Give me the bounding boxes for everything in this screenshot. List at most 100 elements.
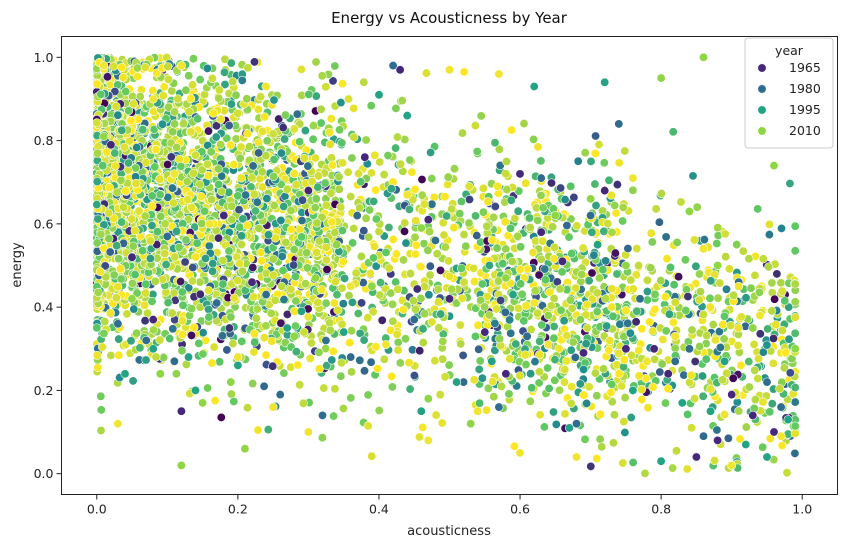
scatter-point-2797: [618, 216, 628, 226]
scatter-point-2173: [611, 208, 621, 218]
scatter-point-4767: [259, 333, 269, 343]
scatter-point-1732: [195, 75, 205, 85]
scatter-point-3806: [427, 317, 437, 327]
scatter-point-3217: [584, 276, 594, 286]
scatter-point-3877: [668, 127, 678, 137]
scatter-point-238: [790, 246, 800, 256]
scatter-point-2571: [204, 241, 214, 251]
scatter-point-4885: [160, 249, 170, 258]
scatter-point-4766: [513, 231, 523, 241]
scatter-point-4966: [147, 191, 157, 201]
scatter-point-1579: [686, 370, 696, 380]
scatter-point-3918: [92, 323, 102, 333]
scatter-point-2422: [538, 236, 548, 246]
scatter-point-4557: [291, 321, 300, 331]
scatter-point-4968: [202, 159, 212, 169]
scatter-point-3188: [366, 357, 376, 367]
scatter-point-527: [471, 331, 480, 341]
scatter-point-4860: [289, 260, 299, 270]
scatter-point-3187: [474, 344, 484, 354]
scatter-point-792: [614, 158, 624, 168]
scatter-point-654: [586, 156, 596, 166]
scatter-point-3714: [133, 72, 143, 81]
scatter-point-2219: [229, 397, 239, 406]
scatter-point-4843: [233, 191, 243, 201]
scatter-point-1177: [96, 405, 106, 415]
scatter-point-1224: [337, 283, 347, 293]
scatter-point-4260: [647, 237, 657, 247]
scatter-point-4268: [702, 331, 712, 341]
scatter-point-1960: [309, 121, 318, 131]
scatter-point-3061: [674, 272, 684, 282]
scatter-point-4390: [170, 107, 179, 117]
scatter-point-3765: [434, 323, 444, 333]
scatter-point-4838: [249, 189, 259, 199]
scatter-point-3973: [646, 263, 656, 273]
scatter-point-3083: [383, 151, 393, 160]
scatter-point-4545: [149, 325, 158, 335]
scatter-point-2376: [688, 171, 698, 181]
scatter-point-4716: [279, 295, 289, 305]
scatter-point-4046: [738, 246, 748, 256]
scatter-point-4817: [203, 383, 213, 393]
scatter-point-4705: [92, 79, 102, 89]
scatter-point-791: [387, 382, 397, 392]
scatter-point-4035: [569, 192, 579, 202]
scatter-point-4646: [312, 218, 322, 228]
scatter-point-4332: [111, 101, 121, 111]
scatter-point-3817: [648, 382, 658, 392]
scatter-point-3331: [194, 338, 204, 348]
scatter-point-4479: [409, 296, 418, 306]
scatter-point-4892: [556, 305, 566, 315]
scatter-point-4915: [152, 227, 162, 237]
scatter-point-3022: [631, 317, 641, 327]
scatter-point-3831: [215, 357, 225, 367]
scatter-point-4504: [330, 61, 340, 71]
scatter-point-1538: [539, 422, 549, 432]
scatter-point-3590: [256, 92, 266, 102]
scatter-point-4951: [780, 296, 790, 306]
scatter-point-4945: [242, 220, 252, 230]
scatter-point-4584: [314, 347, 324, 357]
scatter-point-1347: [543, 363, 553, 373]
scatter-point-4450: [692, 202, 702, 212]
scatter-point-2678: [521, 301, 531, 311]
scatter-point-4247: [311, 91, 321, 101]
scatter-point-2520: [346, 192, 356, 201]
scatter-point-4275: [262, 136, 272, 146]
scatter-point-1225: [316, 104, 326, 114]
scatter-point-1181: [274, 114, 284, 124]
scatter-point-2183: [374, 227, 384, 236]
scatter-point-4704: [163, 298, 173, 308]
scatter-point-87: [455, 320, 465, 330]
scatter-point-4403: [217, 331, 227, 341]
scatter-point-4064: [245, 142, 254, 152]
scatter-point-4453: [601, 294, 611, 304]
scatter-point-4459: [744, 254, 754, 264]
scatter-point-4597: [269, 201, 279, 211]
scatter-point-3030: [347, 367, 356, 377]
scatter-point-4089: [207, 358, 217, 368]
scatter-point-4781: [349, 103, 359, 113]
scatter-point-3686: [718, 320, 728, 330]
scatter-point-4664: [551, 419, 561, 429]
scatter-point-4574: [99, 329, 109, 338]
scatter-point-4653: [313, 297, 323, 307]
scatter-point-4592: [640, 468, 650, 478]
scatter-point-2595: [400, 226, 409, 236]
scatter-point-84: [695, 269, 704, 279]
scatter-point-4639: [650, 289, 660, 299]
scatter-point-2560: [379, 354, 389, 364]
scatter-point-4957: [104, 183, 114, 192]
scatter-point-3367: [777, 286, 787, 296]
scatter-point-4872: [621, 306, 631, 315]
scatter-point-4679: [174, 242, 184, 252]
scatter-point-1401: [328, 346, 338, 356]
scatter-point-4826: [282, 184, 292, 194]
scatter-point-1893: [579, 390, 589, 400]
scatter-point-75: [790, 397, 800, 407]
scatter-point-3485: [495, 334, 505, 344]
scatter-point-140: [471, 211, 481, 221]
scatter-point-4818: [332, 290, 342, 300]
scatter-point-63: [361, 213, 371, 223]
